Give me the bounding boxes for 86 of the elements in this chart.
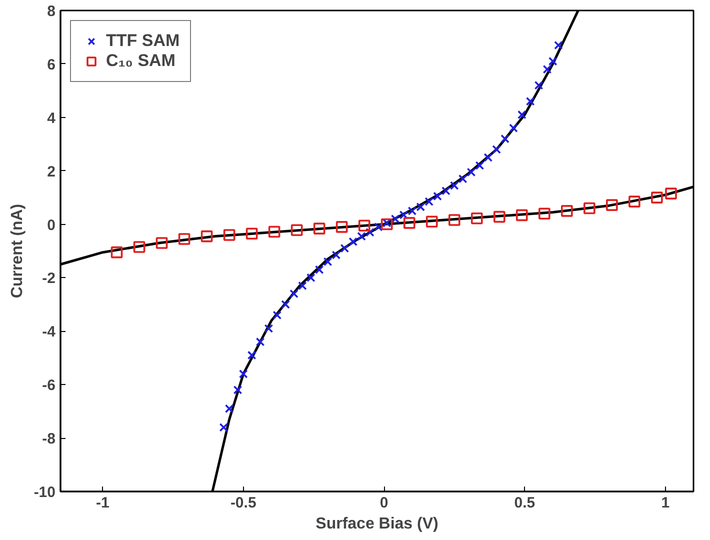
- point: [298, 281, 307, 290]
- point: [281, 300, 290, 309]
- point: [484, 153, 493, 162]
- x-tick-label: 1: [661, 494, 670, 512]
- point: [665, 188, 677, 200]
- point: [336, 221, 348, 233]
- point: [470, 212, 483, 224]
- point: [246, 228, 258, 240]
- point: [516, 209, 528, 222]
- point: [408, 206, 417, 216]
- point: [366, 228, 374, 237]
- point: [390, 214, 400, 224]
- point: [233, 386, 242, 394]
- point: [314, 265, 324, 274]
- point: [584, 202, 596, 214]
- point: [268, 226, 280, 238]
- point: [450, 181, 459, 190]
- point: [424, 197, 434, 206]
- point: [200, 230, 213, 242]
- x-axis-title: Surface Bias (V): [316, 516, 438, 532]
- point: [441, 186, 450, 196]
- point: [357, 232, 366, 241]
- point: [178, 233, 190, 245]
- point: [426, 216, 438, 228]
- y-tick-label: 8: [47, 3, 56, 20]
- point: [256, 337, 265, 346]
- point: [526, 96, 535, 106]
- point: [534, 80, 544, 90]
- point: [380, 218, 393, 230]
- point: [458, 174, 468, 184]
- point: [538, 208, 550, 220]
- y-tick-label: 2: [47, 163, 56, 180]
- point: [290, 224, 303, 236]
- y-tick-label: 0: [47, 216, 56, 234]
- x-tick-label: 0.5: [514, 494, 536, 512]
- point: [651, 192, 663, 204]
- point: [517, 110, 526, 120]
- point: [542, 64, 552, 74]
- point: [238, 369, 248, 378]
- point: [628, 196, 640, 208]
- y-tick-label: 4: [47, 110, 56, 127]
- point: [264, 324, 274, 333]
- point: [500, 134, 510, 144]
- point: [416, 202, 426, 212]
- y-axis-title: Current (nA): [8, 204, 26, 298]
- point: [219, 422, 228, 432]
- point: [475, 161, 484, 170]
- legend-label: C₁₀ SAM: [106, 51, 176, 71]
- point: [561, 205, 573, 217]
- y-tick-label: -4: [42, 324, 56, 341]
- y-tick-label: -2: [42, 270, 56, 288]
- point: [348, 237, 358, 246]
- point: [493, 210, 506, 223]
- x-tick-label: -0.5: [230, 494, 256, 512]
- point: [313, 222, 326, 234]
- point: [340, 244, 350, 253]
- point: [548, 56, 558, 66]
- point: [224, 404, 234, 414]
- point: [466, 168, 476, 177]
- point: [110, 246, 123, 258]
- point: [306, 273, 316, 282]
- point: [133, 241, 146, 253]
- point: [399, 210, 408, 220]
- point: [606, 199, 618, 211]
- point: [358, 220, 370, 232]
- point: [272, 310, 282, 320]
- y-tick-label: -6: [42, 377, 56, 394]
- point: [448, 214, 460, 226]
- point: [554, 40, 563, 50]
- y-tick-label: -10: [34, 484, 56, 501]
- point: [492, 145, 501, 154]
- point: [332, 250, 341, 260]
- point: [323, 257, 332, 266]
- x-tick-label: 0: [380, 494, 388, 512]
- y-tick-label: 6: [47, 56, 56, 74]
- point: [403, 217, 416, 229]
- x-tick-label: -1: [96, 494, 110, 512]
- point: [433, 192, 442, 201]
- point: [374, 222, 383, 232]
- point: [290, 289, 298, 298]
- point: [223, 229, 236, 241]
- y-tick-label: -8: [42, 430, 56, 448]
- legend-label: TTF SAM: [106, 31, 180, 51]
- point: [156, 237, 168, 249]
- point: [247, 350, 256, 360]
- point: [509, 124, 518, 133]
